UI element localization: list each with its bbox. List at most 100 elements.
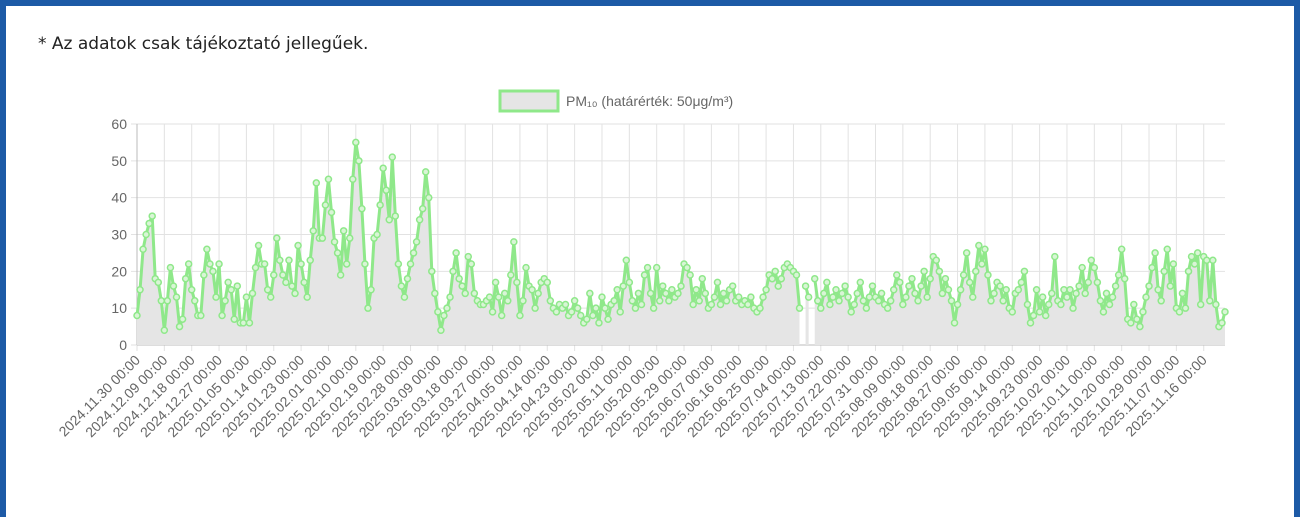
point (841, 282, 849, 290)
point (1102, 289, 1111, 298)
point (969, 293, 977, 301)
point (342, 260, 351, 268)
point (774, 282, 783, 290)
point (1209, 256, 1217, 265)
point (212, 293, 220, 301)
point (1160, 267, 1168, 276)
point (695, 297, 703, 305)
point (166, 263, 175, 272)
point (349, 175, 357, 183)
point (817, 304, 825, 312)
point (294, 241, 302, 250)
point (543, 278, 552, 287)
point (698, 274, 707, 283)
point (595, 319, 603, 327)
y-tick-label: 10 (111, 300, 127, 316)
point (868, 282, 877, 290)
point (1187, 252, 1196, 261)
point (534, 289, 542, 298)
point (187, 286, 196, 294)
point (586, 289, 594, 298)
point (488, 308, 497, 316)
point (324, 175, 333, 183)
point (987, 297, 995, 305)
point (1142, 293, 1150, 301)
point (546, 297, 555, 305)
point (716, 300, 725, 309)
point (862, 304, 871, 312)
point (497, 311, 506, 320)
point (592, 304, 600, 312)
point (1127, 319, 1135, 327)
point (431, 289, 439, 298)
point (759, 293, 767, 301)
point (844, 293, 852, 301)
point (923, 293, 931, 301)
point (1175, 308, 1184, 316)
point (279, 271, 287, 279)
point (990, 289, 998, 298)
point (975, 241, 983, 250)
point (1190, 260, 1199, 268)
point (652, 263, 661, 272)
point (321, 201, 330, 209)
point (1032, 286, 1041, 294)
y-tick-label: 60 (111, 116, 127, 132)
point (689, 300, 697, 309)
point (367, 286, 375, 294)
point (978, 260, 986, 268)
point (504, 297, 512, 305)
point (865, 293, 874, 301)
point (659, 282, 667, 290)
point (1087, 256, 1096, 265)
point (965, 278, 974, 287)
point (950, 319, 959, 327)
point (148, 212, 156, 220)
point (1218, 319, 1226, 327)
point (576, 311, 585, 320)
point (619, 282, 628, 290)
point (446, 293, 454, 301)
point (959, 271, 968, 279)
point (467, 260, 476, 268)
point (771, 267, 779, 276)
point (1181, 304, 1190, 312)
point (1193, 249, 1202, 257)
point (899, 300, 907, 309)
point (312, 179, 321, 187)
point (692, 286, 700, 294)
point (394, 260, 403, 268)
point (570, 297, 579, 305)
point (1017, 278, 1026, 287)
point (1063, 293, 1071, 301)
point (826, 300, 834, 309)
point (905, 282, 913, 290)
point (1133, 315, 1141, 323)
point (665, 297, 673, 305)
point (719, 289, 728, 298)
point (625, 278, 634, 287)
point (589, 311, 597, 320)
point (573, 304, 582, 312)
y-tick-label: 40 (111, 190, 127, 206)
point (1154, 286, 1162, 294)
point (1120, 274, 1129, 283)
point (336, 271, 345, 279)
point (333, 249, 342, 257)
point (631, 304, 640, 312)
point (640, 271, 649, 279)
point (1023, 300, 1032, 309)
point (273, 234, 281, 242)
point (364, 304, 372, 312)
point (1084, 278, 1092, 287)
point (1026, 319, 1035, 327)
point (859, 297, 868, 305)
point (157, 297, 166, 305)
point (917, 282, 925, 290)
point (941, 274, 950, 283)
point (1044, 300, 1053, 309)
point (561, 300, 570, 309)
point (437, 326, 445, 335)
point (522, 263, 530, 272)
